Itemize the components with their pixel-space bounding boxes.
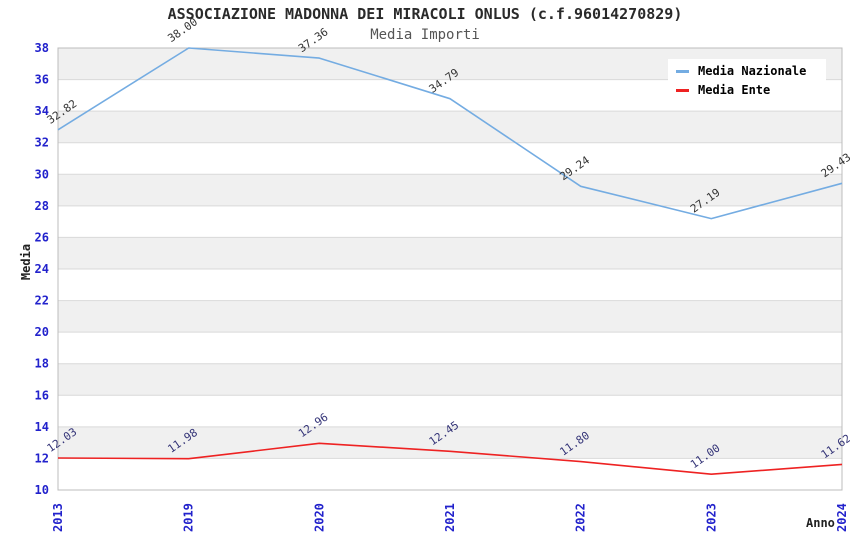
plot-band bbox=[58, 363, 842, 396]
y-tick-label: 10 bbox=[35, 483, 49, 497]
y-tick-label: 16 bbox=[35, 388, 49, 402]
x-tick-label: 2020 bbox=[312, 503, 326, 532]
legend-item-media-nazionale: Media Nazionale bbox=[676, 64, 826, 78]
plot-band bbox=[58, 205, 842, 238]
y-tick-label: 14 bbox=[35, 420, 49, 434]
x-tick-label: 2024 bbox=[835, 503, 849, 532]
y-tick-label: 24 bbox=[35, 262, 49, 276]
y-tick-label: 22 bbox=[35, 294, 49, 308]
plot-band bbox=[58, 395, 842, 427]
y-tick-label: 28 bbox=[35, 199, 49, 213]
y-tick-label: 12 bbox=[35, 451, 49, 465]
plot-band bbox=[58, 300, 842, 333]
plot-band bbox=[58, 174, 842, 206]
series-line-0 bbox=[57, 47, 843, 220]
y-tick-label: 32 bbox=[35, 136, 49, 150]
data-value-label: 38.00 bbox=[165, 15, 200, 45]
y-tick-label: 18 bbox=[35, 357, 49, 371]
x-tick-label: 2023 bbox=[704, 503, 718, 532]
y-tick-label: 38 bbox=[35, 41, 49, 55]
legend-item-media-ente: Media Ente bbox=[676, 83, 826, 97]
y-tick-label: 26 bbox=[35, 230, 49, 244]
legend-label-media-nazionale: Media Nazionale bbox=[698, 64, 807, 78]
x-axis-title: Anno bbox=[806, 516, 835, 530]
chart-title: ASSOCIAZIONE MADONNA DEI MIRACOLI ONLUS … bbox=[167, 5, 683, 23]
x-tick-label: 2021 bbox=[443, 503, 457, 532]
y-tick-label: 34 bbox=[35, 104, 49, 118]
series-line-1 bbox=[57, 442, 843, 476]
plot-band bbox=[58, 269, 842, 301]
y-tick-label: 36 bbox=[35, 73, 49, 87]
plot-band bbox=[58, 458, 842, 490]
y-tick-label: 20 bbox=[35, 325, 49, 339]
y-tick-label: 30 bbox=[35, 167, 49, 181]
plot-band bbox=[58, 237, 842, 269]
plot-border bbox=[57, 47, 843, 491]
media-ente-line-swatch-icon bbox=[676, 88, 689, 92]
media-nazionale-line-swatch-icon bbox=[676, 69, 689, 73]
x-tick-label: 2019 bbox=[182, 503, 196, 532]
plot-band bbox=[58, 111, 842, 143]
chart-subtitle: Media Importi bbox=[370, 27, 480, 43]
y-axis-title: Media bbox=[19, 243, 34, 281]
plot-band bbox=[58, 332, 842, 364]
legend: Media Nazionale Media Ente bbox=[668, 59, 826, 102]
plot-band bbox=[58, 142, 842, 175]
plot-band bbox=[58, 426, 842, 459]
x-tick-label: 2013 bbox=[51, 503, 65, 532]
x-tick-label: 2022 bbox=[574, 503, 588, 532]
legend-label-media-ente: Media Ente bbox=[698, 83, 771, 97]
